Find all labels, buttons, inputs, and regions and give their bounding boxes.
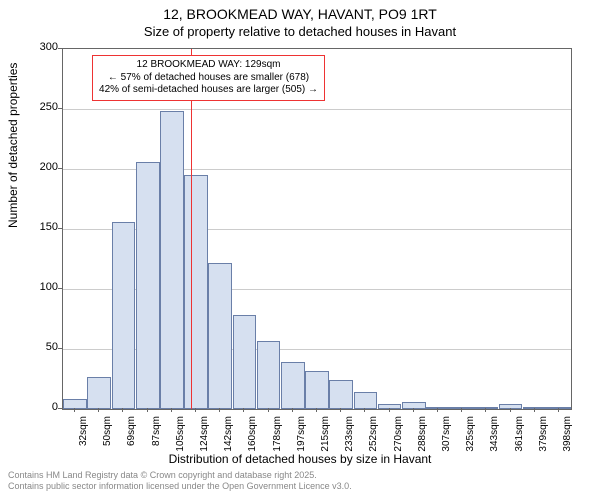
marker-line: [191, 49, 192, 409]
x-tick-mark: [292, 408, 293, 412]
x-tick-label: 361sqm: [514, 416, 525, 456]
x-tick-mark: [316, 408, 317, 412]
x-tick-label: 87sqm: [151, 416, 162, 456]
x-tick-label: 325sqm: [465, 416, 476, 456]
y-tick-label: 0: [18, 401, 58, 413]
annotation-line: ← 57% of detached houses are smaller (67…: [99, 72, 318, 85]
y-tick-label: 150: [18, 221, 58, 233]
gridline-h: [63, 109, 571, 110]
y-tick-label: 250: [18, 101, 58, 113]
y-tick-label: 100: [18, 281, 58, 293]
x-tick-mark: [243, 408, 244, 412]
annotation-box: 12 BROOKMEAD WAY: 129sqm← 57% of detache…: [92, 55, 325, 101]
y-tick-mark: [58, 48, 62, 49]
x-tick-mark: [122, 408, 123, 412]
x-tick-label: 105sqm: [175, 416, 186, 456]
x-tick-mark: [171, 408, 172, 412]
histogram-bar: [305, 371, 329, 409]
chart-container: 12, BROOKMEAD WAY, HAVANT, PO9 1RT Size …: [0, 0, 600, 500]
x-tick-label: 69sqm: [126, 416, 137, 456]
x-tick-label: 160sqm: [247, 416, 258, 456]
x-tick-label: 215sqm: [320, 416, 331, 456]
histogram-bar: [547, 407, 571, 409]
histogram-bar: [523, 407, 547, 409]
y-tick-mark: [58, 288, 62, 289]
y-tick-mark: [58, 168, 62, 169]
footer-line-2: Contains public sector information licen…: [8, 481, 352, 492]
x-tick-label: 398sqm: [562, 416, 573, 456]
x-tick-mark: [268, 408, 269, 412]
x-tick-mark: [510, 408, 511, 412]
histogram-bar: [136, 162, 160, 409]
plot-area: 12 BROOKMEAD WAY: 129sqm← 57% of detache…: [62, 48, 572, 410]
histogram-bar: [184, 175, 208, 409]
x-tick-label: 343sqm: [489, 416, 500, 456]
y-tick-mark: [58, 228, 62, 229]
x-tick-mark: [195, 408, 196, 412]
histogram-bar: [426, 407, 450, 409]
x-tick-mark: [74, 408, 75, 412]
x-tick-mark: [485, 408, 486, 412]
x-tick-label: 233sqm: [344, 416, 355, 456]
y-tick-label: 200: [18, 161, 58, 173]
x-tick-mark: [413, 408, 414, 412]
histogram-bar: [112, 222, 136, 409]
x-axis-label: Distribution of detached houses by size …: [0, 452, 600, 466]
histogram-bar: [354, 392, 378, 409]
x-tick-label: 307sqm: [441, 416, 452, 456]
y-tick-mark: [58, 348, 62, 349]
annotation-line: 42% of semi-detached houses are larger (…: [99, 84, 318, 97]
histogram-bar: [281, 362, 305, 409]
annotation-line: 12 BROOKMEAD WAY: 129sqm: [99, 59, 318, 72]
chart-footer: Contains HM Land Registry data © Crown c…: [8, 470, 352, 492]
chart-title-sub: Size of property relative to detached ho…: [0, 24, 600, 40]
x-tick-label: 50sqm: [102, 416, 113, 456]
x-tick-label: 270sqm: [393, 416, 404, 456]
x-tick-label: 252sqm: [368, 416, 379, 456]
x-tick-mark: [147, 408, 148, 412]
x-tick-mark: [461, 408, 462, 412]
y-tick-mark: [58, 108, 62, 109]
histogram-bar: [329, 380, 353, 409]
x-tick-mark: [219, 408, 220, 412]
x-tick-mark: [364, 408, 365, 412]
x-tick-mark: [340, 408, 341, 412]
x-tick-label: 379sqm: [538, 416, 549, 456]
histogram-bar: [233, 315, 257, 409]
histogram-bar: [257, 341, 281, 409]
x-tick-mark: [98, 408, 99, 412]
histogram-bar: [402, 402, 426, 409]
chart-title-main: 12, BROOKMEAD WAY, HAVANT, PO9 1RT: [0, 6, 600, 23]
y-tick-mark: [58, 408, 62, 409]
x-tick-mark: [558, 408, 559, 412]
x-tick-label: 32sqm: [78, 416, 89, 456]
y-axis-label: Number of detached properties: [6, 63, 20, 228]
x-tick-label: 197sqm: [296, 416, 307, 456]
y-tick-label: 50: [18, 341, 58, 353]
histogram-bar: [87, 377, 111, 409]
x-tick-mark: [437, 408, 438, 412]
histogram-bar: [208, 263, 232, 409]
x-tick-label: 124sqm: [199, 416, 210, 456]
histogram-bar: [160, 111, 184, 409]
x-tick-mark: [389, 408, 390, 412]
x-tick-mark: [534, 408, 535, 412]
x-tick-label: 288sqm: [417, 416, 428, 456]
x-tick-label: 142sqm: [223, 416, 234, 456]
footer-line-1: Contains HM Land Registry data © Crown c…: [8, 470, 352, 481]
x-tick-label: 178sqm: [272, 416, 283, 456]
y-tick-label: 300: [18, 41, 58, 53]
